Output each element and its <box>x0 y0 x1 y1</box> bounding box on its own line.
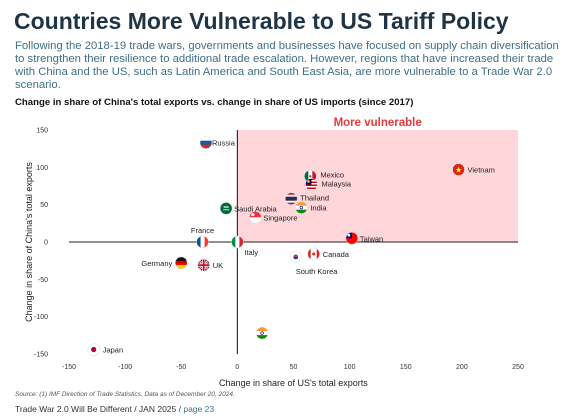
y-axis-label: Change in share of China's total exports <box>24 162 34 322</box>
chart-title: Change in share of China's total exports… <box>15 97 414 108</box>
page-title: Countries More Vulnerable to US Tariff P… <box>14 8 509 34</box>
point-label: Russia <box>212 139 236 148</box>
flag-italy-icon <box>231 236 244 248</box>
data-point <box>219 202 233 215</box>
data-point <box>249 211 262 224</box>
flag-taiwan-icon <box>345 232 358 245</box>
flag-vietnam-icon <box>452 163 465 176</box>
y-tick-label: 150 <box>36 128 48 135</box>
intro-paragraph: Following the 2018-19 trade wars, govern… <box>15 40 559 91</box>
point-label: Germany <box>141 259 172 268</box>
point-label: Italy <box>244 248 258 257</box>
data-point <box>305 178 318 191</box>
point-label: India <box>310 204 327 213</box>
data-point <box>289 250 302 264</box>
point-label: UK <box>213 261 223 270</box>
point-label: France <box>191 226 214 235</box>
flag-japan-icon <box>87 343 100 356</box>
point-label: Saudi Arabia <box>234 204 277 213</box>
data-point <box>295 201 308 214</box>
x-tick-label: -150 <box>62 364 76 371</box>
vulnerable-region <box>237 130 518 242</box>
point-label: Mexico <box>320 170 344 179</box>
y-tick-label: 100 <box>36 165 48 172</box>
flag-india-icon <box>295 201 308 214</box>
data-point <box>231 235 244 249</box>
flag-saudi-arabia-icon <box>220 202 233 215</box>
page-number[interactable]: page 23 <box>183 404 215 414</box>
x-tick-label: 0 <box>235 364 239 371</box>
x-axis-label: Change in share of US's total exports <box>219 378 368 388</box>
data-point <box>175 256 188 270</box>
y-tick-label: -100 <box>34 314 48 321</box>
data-point <box>197 258 210 272</box>
footer-text: Trade War 2.0 Will Be Different / JAN 20… <box>15 404 184 414</box>
y-tick-label: 50 <box>40 202 48 209</box>
data-point <box>345 232 359 245</box>
data-point <box>452 163 465 176</box>
x-tick-label: 200 <box>456 364 468 371</box>
flag-france-icon <box>196 236 209 248</box>
flag-canada-icon <box>307 247 320 260</box>
point-label: Malaysia <box>321 180 351 189</box>
flag-germany-icon <box>175 256 188 269</box>
x-tick-label: 250 <box>512 364 524 371</box>
point-label: Japan <box>103 346 123 355</box>
point-label: Taiwan <box>360 234 383 243</box>
data-point <box>307 247 320 261</box>
x-tick-label: 150 <box>400 364 412 371</box>
x-tick-label: -100 <box>118 364 132 371</box>
flag-russia-icon <box>199 136 212 149</box>
point-label: South Korea <box>296 267 339 276</box>
data-point <box>196 235 209 249</box>
y-tick-label: -150 <box>34 352 48 359</box>
flag-mexico-icon <box>304 170 317 183</box>
vulnerable-region-label: More vulnerable <box>334 117 422 129</box>
point-label: Vietnam <box>468 166 495 175</box>
flag-uk-icon <box>197 259 210 272</box>
x-tick-label: 50 <box>290 364 298 371</box>
point-label: Thailand <box>300 194 329 203</box>
data-point <box>199 136 213 149</box>
footer: Trade War 2.0 Will Be Different / JAN 20… <box>15 404 214 414</box>
point-label: Canada <box>323 250 350 259</box>
flag-malaysia-icon <box>305 178 318 191</box>
flag-thailand-icon <box>285 192 298 205</box>
data-point <box>255 326 269 340</box>
source-note: Source: (1) IMF Direction of Trade Stati… <box>15 391 235 398</box>
y-tick-label: -50 <box>38 277 48 284</box>
flag-india-icon <box>256 327 269 340</box>
flag-singapore-icon <box>249 211 262 224</box>
y-tick-label: 0 <box>44 240 48 247</box>
x-tick-label: 100 <box>344 364 356 371</box>
x-tick-label: -50 <box>176 364 186 371</box>
data-point <box>285 192 298 205</box>
data-point <box>87 343 100 356</box>
point-label: Singapore <box>263 213 297 222</box>
flag-south-korea-icon <box>289 250 302 263</box>
